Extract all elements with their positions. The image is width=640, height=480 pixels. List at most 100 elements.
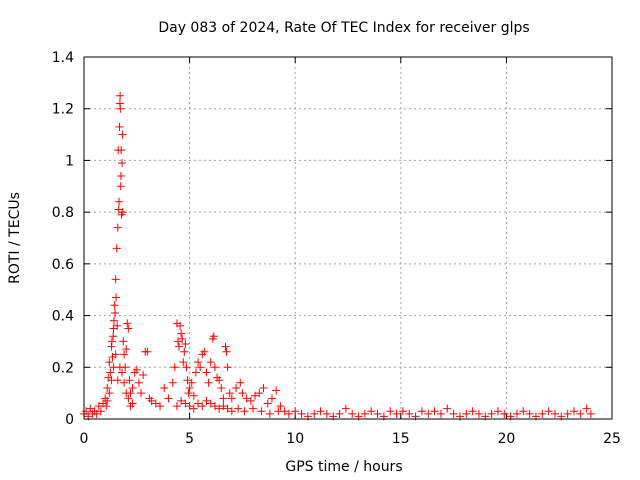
- x-tick-label: 10: [286, 431, 304, 447]
- data-point: [462, 409, 471, 418]
- data-point: [493, 407, 502, 416]
- data-point: [251, 391, 260, 400]
- data-point: [202, 368, 211, 377]
- data-point: [348, 409, 357, 418]
- data-point: [272, 386, 281, 395]
- y-tick-label: 1.4: [52, 50, 74, 66]
- data-point: [500, 409, 509, 418]
- data-point: [116, 182, 125, 191]
- data-point: [105, 358, 114, 367]
- data-point: [111, 275, 120, 284]
- x-axis-label: GPS time / hours: [285, 459, 402, 475]
- data-point: [227, 394, 236, 403]
- data-point: [582, 404, 591, 413]
- data-point: [181, 399, 190, 408]
- data-point: [123, 319, 132, 328]
- data-point: [202, 396, 211, 405]
- data-point: [139, 371, 148, 380]
- data-point: [94, 402, 103, 411]
- data-point: [177, 396, 186, 405]
- data-point: [107, 337, 116, 346]
- data-point: [219, 402, 228, 411]
- data-point: [392, 409, 401, 418]
- data-point: [223, 404, 232, 413]
- data-point: [191, 368, 200, 377]
- data-point: [263, 399, 272, 408]
- data-point: [179, 358, 188, 367]
- data-point: [468, 407, 477, 416]
- data-point: [137, 389, 146, 398]
- data-point: [102, 402, 111, 411]
- data-point: [246, 396, 255, 405]
- data-point: [182, 363, 191, 372]
- data-point: [198, 402, 207, 411]
- data-point: [180, 347, 189, 356]
- data-point: [110, 301, 119, 310]
- data-point: [151, 399, 160, 408]
- data-point: [259, 383, 268, 392]
- x-tick-label: 5: [185, 431, 194, 447]
- data-point: [185, 402, 194, 411]
- x-tick-label: 0: [80, 431, 89, 447]
- data-point: [196, 363, 205, 372]
- y-tick-label: 0.8: [52, 205, 74, 221]
- y-tick-label: 1.2: [52, 102, 74, 118]
- data-point: [124, 394, 133, 403]
- data-point: [322, 409, 331, 418]
- data-point: [103, 383, 112, 392]
- data-point: [227, 407, 236, 416]
- data-point: [436, 409, 445, 418]
- data-point: [276, 402, 285, 411]
- data-point: [122, 389, 131, 398]
- data-point: [120, 378, 129, 387]
- data-point: [86, 404, 95, 413]
- data-point: [417, 407, 426, 416]
- data-point: [316, 407, 325, 416]
- data-point: [96, 407, 105, 416]
- data-point: [215, 404, 224, 413]
- data-point: [519, 407, 528, 416]
- data-point: [119, 337, 128, 346]
- data-point: [177, 329, 186, 338]
- data-point: [335, 409, 344, 418]
- data-point: [525, 409, 534, 418]
- grid-lines: [84, 57, 612, 419]
- data-point: [538, 409, 547, 418]
- x-tick-label: 15: [392, 431, 410, 447]
- data-point: [173, 337, 182, 346]
- data-point: [569, 407, 578, 416]
- data-point: [147, 396, 156, 405]
- data-point: [576, 409, 585, 418]
- data-point: [172, 402, 181, 411]
- data-point: [106, 368, 115, 377]
- data-point: [386, 407, 395, 416]
- data-point: [120, 350, 129, 359]
- data-point: [222, 347, 231, 356]
- data-point: [223, 363, 232, 372]
- data-point: [181, 340, 190, 349]
- data-point: [257, 407, 266, 416]
- data-point: [430, 407, 439, 416]
- data-point: [176, 321, 185, 330]
- data-point: [115, 122, 124, 131]
- plot-frame: [83, 56, 613, 420]
- data-point: [512, 409, 521, 418]
- data-point: [82, 407, 91, 416]
- data-point: [284, 409, 293, 418]
- data-point: [113, 223, 122, 232]
- data-point: [204, 378, 213, 387]
- data-point: [168, 378, 177, 387]
- data-point: [114, 205, 123, 214]
- data-point: [92, 409, 101, 418]
- data-point: [109, 332, 118, 341]
- data-point: [132, 365, 141, 374]
- data-point: [225, 389, 234, 398]
- data-point: [544, 407, 553, 416]
- data-point: [274, 407, 283, 416]
- data-point: [118, 368, 127, 377]
- data-point: [115, 197, 124, 206]
- data-point: [242, 394, 251, 403]
- data-point: [236, 378, 245, 387]
- data-point: [206, 399, 215, 408]
